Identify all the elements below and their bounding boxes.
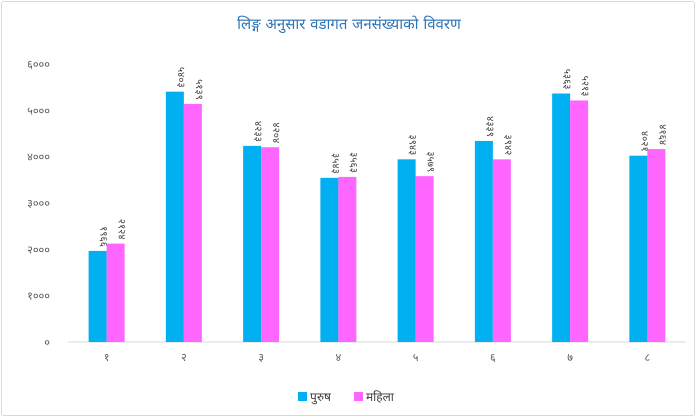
x-tick-label: १	[104, 351, 110, 364]
legend-swatch-female	[354, 392, 363, 401]
x-tick-label: ६	[490, 351, 496, 364]
bar-male	[88, 250, 107, 342]
y-tick-label: ४०००	[27, 151, 50, 164]
y-tick-label: ५०००	[27, 104, 50, 117]
bar-male	[165, 91, 184, 342]
data-label: ३५६३	[347, 152, 358, 173]
data-label: ५१३९	[193, 79, 204, 100]
bar-male	[474, 140, 493, 342]
data-label: ५४०३	[175, 67, 186, 88]
y-tick-label: ०	[44, 336, 50, 349]
bar-male	[552, 93, 571, 342]
data-label: ४३३९	[484, 116, 495, 137]
data-label: ५२१३	[579, 76, 590, 97]
chart-title: लिङ्ग अनुसार वडागत जनसंख्याको विवरण	[237, 15, 462, 34]
x-tick-label: ३	[258, 351, 264, 364]
bar-female	[106, 243, 125, 342]
y-tick-label: १०००	[27, 290, 50, 303]
legend-label: पुरुष	[310, 390, 332, 405]
data-label: ३५७९	[425, 151, 436, 172]
bar-female	[261, 147, 280, 342]
y-tick-label: ६०००	[27, 58, 50, 71]
bar-male	[243, 145, 262, 342]
data-label: ३९४२	[502, 135, 513, 156]
bar-female	[647, 149, 666, 342]
data-label: ४०२१	[638, 131, 649, 152]
y-tick-label: ३०००	[27, 197, 50, 210]
bar-female	[570, 100, 589, 343]
y-tick-label: २०००	[27, 243, 50, 256]
bar-female	[415, 176, 434, 342]
x-tick-label: २	[181, 351, 187, 364]
data-label: २१२४	[116, 219, 127, 240]
data-label: ४१६४	[656, 124, 667, 145]
bar-female	[492, 159, 511, 342]
data-label: ४२३३	[252, 121, 263, 142]
bar-female	[183, 103, 202, 342]
bar-male	[320, 177, 339, 342]
data-label: ३९४३	[407, 134, 418, 155]
data-label: ४२०४	[270, 122, 281, 143]
bar-male	[397, 159, 416, 342]
legend-label: महिला	[366, 390, 395, 404]
x-tick-label: ७	[567, 351, 573, 364]
x-tick-label: ८	[645, 351, 651, 364]
data-label: ३५४३	[329, 153, 340, 174]
bar-female	[338, 176, 357, 342]
legend-swatch-male	[298, 392, 307, 401]
x-tick-label: ५	[413, 351, 419, 364]
data-label: ५३६३	[561, 69, 572, 90]
data-label: १९६६	[98, 226, 109, 247]
bar-male	[629, 155, 648, 342]
x-tick-label: ४	[336, 351, 342, 364]
